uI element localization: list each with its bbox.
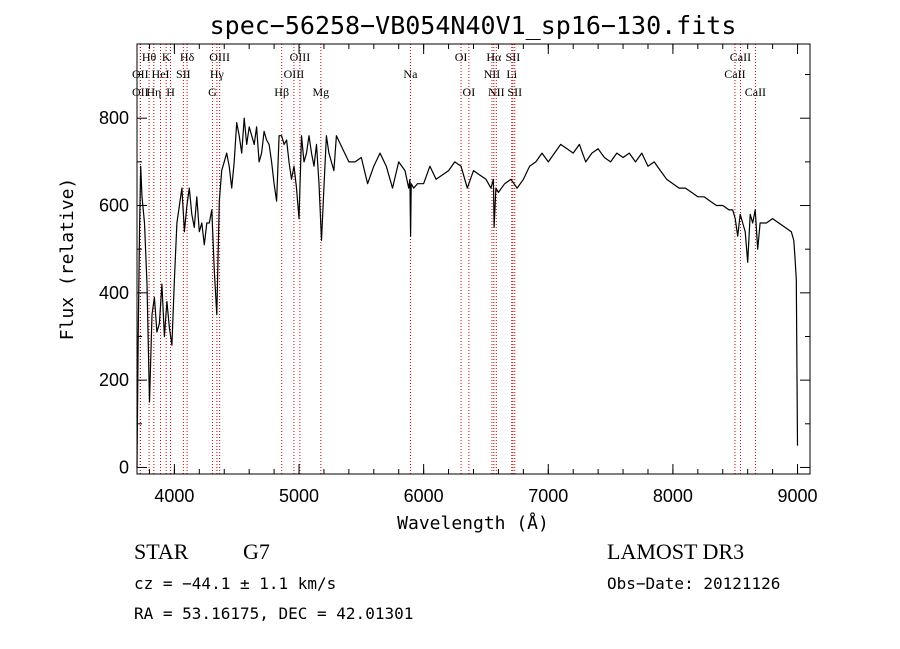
spectral-line-label: G (208, 85, 217, 99)
spectral-line-label: Hγ (210, 67, 225, 81)
spectral-line-label: NII (484, 67, 501, 81)
spectral-line-label: OIII (209, 50, 230, 64)
spectral-line-label: Li (506, 67, 517, 81)
spectral-line-label: OIII (284, 67, 305, 81)
spectrum-line (136, 117, 799, 468)
x-tick-label: 7000 (528, 486, 568, 506)
x-axis-label: Wavelength (Å) (397, 512, 549, 534)
plot-frame (136, 43, 811, 475)
y-tick-label: 200 (99, 370, 129, 390)
observation-date: Obs−Date: 20121126 (607, 574, 780, 593)
survey-name: LAMOST DR3 (607, 539, 744, 564)
spectral-line-label: OII (132, 85, 149, 99)
y-axis-label: Flux (relative) (57, 178, 78, 341)
spectral-line-label: Mg (312, 85, 329, 99)
spectral-line-label: SII (176, 67, 191, 81)
spectral-line-label: Hα (486, 50, 502, 64)
x-tick-label: 6000 (404, 486, 444, 506)
spectral-line-label: Hη (146, 85, 161, 99)
spectral-line-label: CaII (730, 50, 751, 64)
spectral-line-label: H (166, 85, 175, 99)
spectral-line-label: K (162, 50, 171, 64)
spectral-line-labels: OIIHθOIIHηHeIKHSIIHδGHγOIIIHβOIIIOIIIMgN… (132, 50, 766, 99)
spectral-line-label: CaII (724, 67, 745, 81)
sky-coordinates: RA = 53.16175, DEC = 42.01301 (134, 604, 413, 623)
spectral-line-label: SII (507, 85, 522, 99)
spectral-line-label: OIII (290, 50, 311, 64)
x-tick-label: 5000 (279, 486, 319, 506)
y-tick-label: 0 (119, 457, 129, 477)
x-tick-label: 4000 (154, 486, 194, 506)
spectral-line-label: Hθ (142, 50, 157, 64)
spectral-line-label: OI (455, 50, 468, 64)
spectral-line-label: CaII (745, 85, 766, 99)
spectral-line-label: Hβ (274, 85, 289, 99)
x-tick-label: 8000 (653, 486, 693, 506)
redshift-cz: cz = −44.1 ± 1.1 km/s (134, 574, 336, 593)
chart-title: spec−56258−VB054N40V1_sp16−130.fits (210, 11, 737, 40)
spectral-line-label: NII (488, 85, 505, 99)
object-subclass: G7 (243, 539, 270, 564)
object-class: STAR (134, 539, 189, 564)
spectral-line-label: SII (506, 50, 521, 64)
spectral-line-label: Hδ (180, 50, 195, 64)
y-tick-label: 400 (99, 283, 129, 303)
y-tick-label: 600 (99, 196, 129, 216)
x-tick-label: 9000 (778, 486, 818, 506)
spectral-line-label: HeI (152, 67, 170, 81)
spectral-line-markers (139, 44, 756, 474)
x-axis-ticks: 4000 5000 6000 7000 8000 9000 (148, 44, 818, 506)
spectral-line-label: OI (463, 85, 476, 99)
y-tick-label: 800 (99, 108, 129, 128)
y-axis-ticks: 0 200 400 600 800 (99, 74, 810, 477)
spectral-line-label: Na (403, 67, 418, 81)
spectral-line-label: OII (132, 67, 149, 81)
